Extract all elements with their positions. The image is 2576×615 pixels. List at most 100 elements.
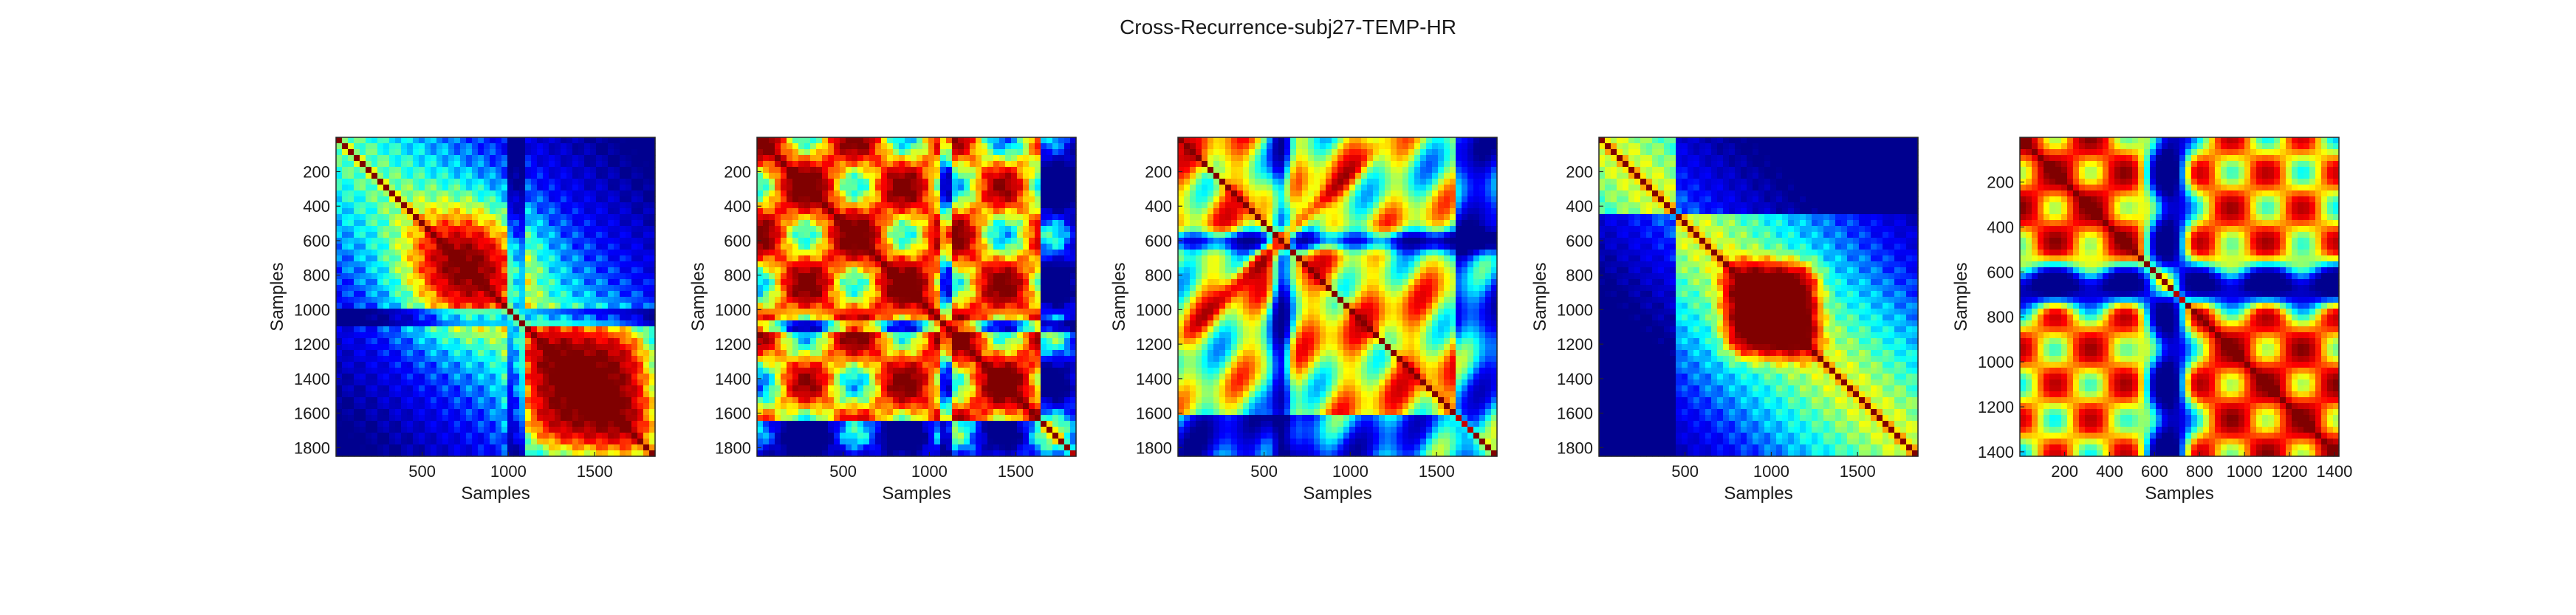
heatmap-cell (993, 179, 1000, 185)
heatmap-cell (614, 332, 620, 339)
heatmap-cell (643, 356, 650, 363)
heatmap-cell (342, 444, 349, 451)
heatmap-cell (478, 214, 484, 221)
heatmap-cell (555, 255, 561, 262)
heatmap-cell (1070, 267, 1077, 274)
heatmap-cell (1035, 220, 1041, 227)
heatmap-cell (354, 315, 360, 321)
heatmap-cell (360, 297, 366, 303)
heatmap-cell (840, 315, 846, 321)
heatmap-cell (466, 427, 473, 433)
heatmap-cell (620, 273, 626, 280)
heatmap-cell (442, 427, 449, 433)
heatmap-cell (425, 155, 431, 162)
heatmap-cell (377, 444, 384, 451)
heatmap-cell (643, 267, 650, 274)
heatmap-cell (781, 202, 787, 209)
heatmap-cell (626, 309, 632, 315)
heatmap-cell (614, 173, 620, 179)
heatmap-cell (987, 356, 994, 363)
heatmap-cell (543, 196, 549, 203)
heatmap-cell (869, 137, 876, 144)
heatmap-cell (952, 273, 959, 280)
heatmap-cell (1046, 238, 1053, 244)
heatmap-cell (371, 303, 378, 309)
heatmap-cell (1017, 356, 1024, 363)
heatmap-cell (578, 161, 585, 168)
heatmap-cell (905, 297, 911, 303)
heatmap-cell (1064, 190, 1071, 197)
heatmap-cell (596, 326, 603, 333)
heatmap-cell (448, 379, 455, 386)
heatmap-cell (852, 344, 858, 351)
heatmap-cell (982, 238, 988, 244)
heatmap-cell (401, 350, 408, 357)
heatmap-cell (490, 238, 496, 244)
heatmap-cell (952, 338, 959, 345)
heatmap-cell (407, 167, 414, 173)
heatmap-cell (466, 350, 473, 357)
heatmap-cell (1041, 149, 1047, 156)
heatmap-cell (496, 332, 502, 339)
heatmap-cell (987, 137, 994, 144)
heatmap-cell (899, 267, 905, 274)
heatmap-cell (472, 167, 479, 173)
heatmap-cell (637, 338, 644, 345)
heatmap-cell (602, 320, 609, 327)
heatmap-cell (366, 374, 372, 380)
heatmap-cell (537, 421, 544, 427)
heatmap-cell (478, 273, 484, 280)
heatmap-cell (1058, 232, 1065, 238)
heatmap-cell (360, 315, 366, 321)
heatmap-cell (631, 267, 638, 274)
heatmap-cell (578, 433, 585, 439)
heatmap-cell (940, 344, 947, 351)
heatmap-cell (531, 338, 538, 345)
heatmap-cell (1035, 309, 1041, 315)
heatmap-cell (596, 415, 603, 422)
heatmap-cell (360, 397, 366, 404)
heatmap-cell (822, 137, 829, 144)
heatmap-cell (442, 356, 449, 363)
heatmap-cell (484, 368, 490, 374)
heatmap-cell (946, 149, 953, 156)
heatmap-cell (976, 196, 982, 203)
heatmap-cell (336, 214, 343, 221)
heatmap-cell (828, 238, 835, 244)
heatmap-cell (513, 444, 520, 451)
heatmap-cell (787, 350, 793, 357)
heatmap-cell (769, 161, 775, 168)
heatmap-cell (781, 185, 787, 191)
heatmap-cell (490, 433, 496, 439)
heatmap-cell (407, 391, 414, 398)
heatmap-cell (336, 309, 343, 315)
heatmap-cell (578, 279, 585, 286)
heatmap-cell (419, 220, 425, 227)
heatmap-cell (857, 143, 864, 150)
heatmap-cell (1005, 185, 1012, 191)
heatmap-cell (964, 220, 970, 227)
heatmap-cell (354, 196, 360, 203)
heatmap-cell (946, 338, 953, 345)
heatmap-cell (484, 450, 490, 457)
heatmap-cell (987, 149, 994, 156)
heatmap-cell (1035, 232, 1041, 238)
heatmap-cell (928, 143, 935, 150)
heatmap-cell (478, 208, 484, 215)
heatmap-cell (419, 137, 425, 144)
heatmap-cell (958, 143, 965, 150)
heatmap-cell (572, 190, 579, 197)
heatmap-cell (1023, 238, 1030, 244)
heatmap-cell (626, 202, 632, 209)
heatmap-cell (816, 255, 823, 262)
heatmap-cell (419, 291, 425, 298)
heatmap-cell (419, 143, 425, 150)
heatmap-cell (631, 450, 638, 457)
heatmap-cell (899, 279, 905, 286)
heatmap-cell (899, 143, 905, 150)
heatmap-cell (834, 344, 840, 351)
heatmap-cell (952, 285, 959, 292)
heatmap-cell (881, 309, 888, 315)
heatmap-cell (1052, 255, 1059, 262)
